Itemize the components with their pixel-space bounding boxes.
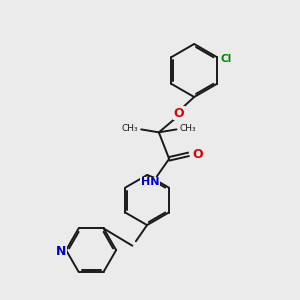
Text: O: O	[174, 107, 184, 120]
Text: O: O	[193, 148, 203, 161]
Text: Cl: Cl	[220, 54, 232, 64]
Text: N: N	[56, 245, 66, 258]
Text: CH₃: CH₃	[122, 124, 138, 133]
Text: CH₃: CH₃	[179, 124, 196, 133]
Text: HN: HN	[141, 177, 159, 188]
